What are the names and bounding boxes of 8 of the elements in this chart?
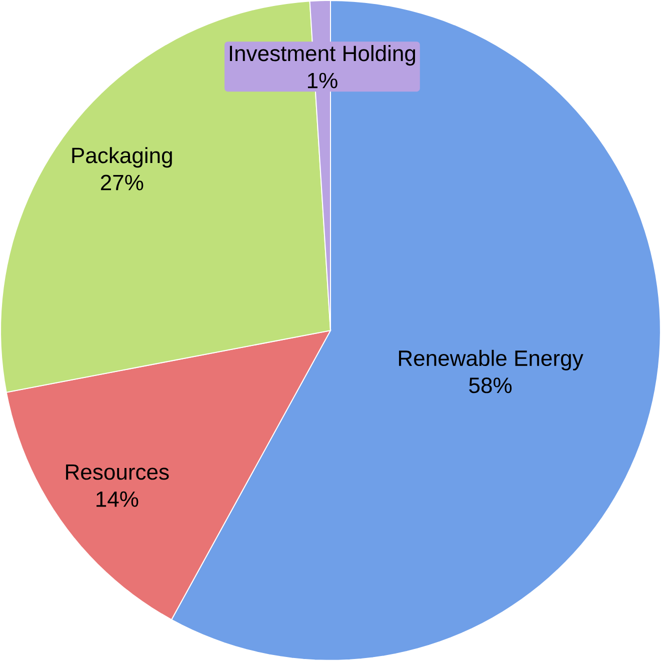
slice-label: Packaging bbox=[72, 147, 172, 168]
slice-label: Investment Holding bbox=[230, 45, 416, 66]
data-label: 27% bbox=[100, 174, 144, 190]
data-label: 58% bbox=[469, 378, 512, 394]
slice-label: Resources bbox=[66, 464, 169, 480]
data-label: 14% bbox=[96, 491, 138, 507]
data-label: 1% bbox=[308, 72, 338, 88]
slice-label: Renewable Energy bbox=[399, 350, 584, 370]
